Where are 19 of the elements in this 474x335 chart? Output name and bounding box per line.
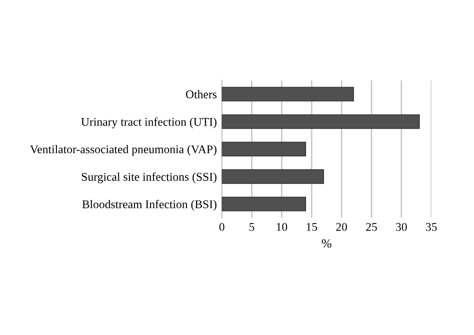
x-tick-label: 30 xyxy=(396,222,407,231)
bar xyxy=(222,86,354,102)
x-tick-label: 15 xyxy=(306,223,318,231)
y-tick-label: Bloodstream Infection (BSI) xyxy=(82,200,216,211)
x-tick-label: 20 xyxy=(336,222,348,231)
y-tick-label: Urinary tract infection (UTI) xyxy=(81,117,216,128)
bar xyxy=(222,196,306,212)
x-tick-label: 35 xyxy=(426,222,437,231)
x-tick-label: 25 xyxy=(366,222,377,231)
x-tick-label: 5 xyxy=(249,223,254,231)
bar xyxy=(222,169,324,184)
y-tick-label: Surgical site infections (SSI) xyxy=(82,172,216,184)
x-tick-label: 10 xyxy=(276,222,288,231)
bar xyxy=(222,142,306,156)
y-tick-label: Ventilator-associated pneumonia (VAP) xyxy=(30,144,216,156)
x-axis-title: % xyxy=(322,239,332,248)
x-tick-label: 0 xyxy=(219,222,224,231)
y-tick-label: Others xyxy=(186,90,217,98)
bar xyxy=(222,114,420,129)
